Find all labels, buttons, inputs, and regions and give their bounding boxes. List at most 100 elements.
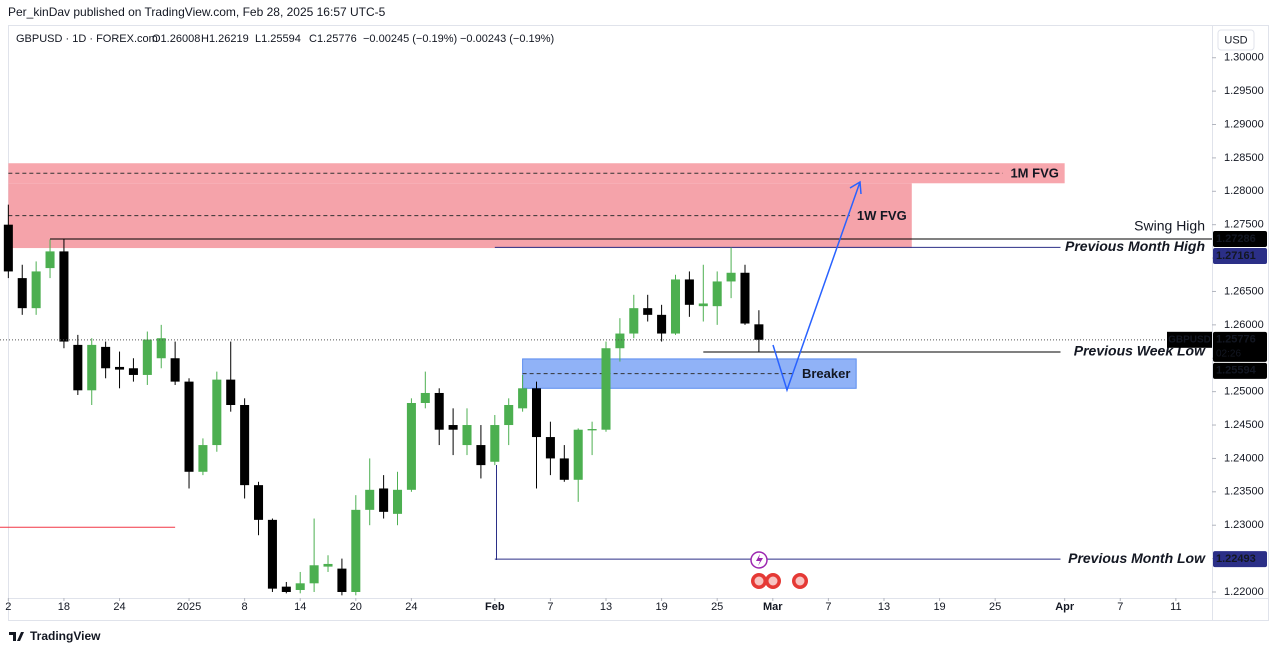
- price-badge: [1213, 230, 1267, 247]
- candle-body: [518, 388, 528, 409]
- candle-body: [740, 272, 750, 324]
- x-tick-label: 14: [294, 601, 306, 613]
- candle-body: [295, 583, 305, 590]
- logo-mark: [9, 632, 24, 641]
- zone: [522, 358, 857, 389]
- price-badge: [1213, 247, 1267, 264]
- candle-body: [712, 281, 722, 307]
- symbol: GBPUSD · 1D · FOREX.com: [16, 33, 158, 45]
- ohlc-value: −0.00243 (−0.19%): [460, 33, 554, 45]
- candle-body: [504, 404, 514, 426]
- price-badge: [1213, 551, 1267, 568]
- arrow-head: [849, 180, 862, 195]
- countdown: 02:26: [1216, 348, 1241, 359]
- candle-body: [601, 348, 611, 430]
- y-tick-label: 1.23000: [1224, 519, 1264, 531]
- footer: TradingView: [30, 629, 101, 643]
- candle-body: [406, 402, 416, 490]
- candle-body: [73, 344, 83, 391]
- candle-body: [198, 445, 208, 472]
- y-tick-label: 1.24500: [1224, 419, 1264, 431]
- zone-label: Breaker: [802, 366, 850, 381]
- candle-body: [754, 324, 764, 340]
- event-icons: [750, 551, 808, 589]
- candle-body: [420, 392, 430, 403]
- chart-frame: [8, 25, 1269, 621]
- level-label: Previous Month Low: [1068, 550, 1206, 566]
- plot: [0, 163, 1212, 596]
- candle-body: [337, 568, 347, 592]
- x-tick-label: 2025: [177, 601, 201, 613]
- price-badge: [1213, 362, 1267, 379]
- candle-body: [490, 425, 500, 462]
- candle-body: [559, 458, 569, 480]
- zone-label: 1M FVG: [1010, 166, 1058, 181]
- ohlc-value: −0.00245 (−0.19%): [363, 33, 457, 45]
- x-tick-label: 19: [655, 601, 667, 613]
- y-tick-label: 1.22000: [1224, 586, 1264, 598]
- candle-body: [531, 388, 542, 438]
- candle-body: [281, 586, 291, 592]
- y-tick-label: 1.28500: [1224, 152, 1264, 164]
- candle-body: [434, 392, 444, 430]
- symbol-badge-label: GBPUSD: [1168, 334, 1211, 345]
- level-badge-value: 1.27286: [1216, 233, 1256, 245]
- candle-body: [309, 565, 319, 584]
- candle-body: [476, 445, 486, 466]
- x-tick-label: 7: [547, 601, 553, 613]
- candle-body: [657, 314, 667, 334]
- x-tick-label: 25: [989, 601, 1001, 613]
- candle-body: [726, 272, 736, 282]
- y-tick-label: 1.30000: [1224, 52, 1264, 64]
- y-tick-label: 1.26000: [1224, 319, 1264, 331]
- x-tick-label: 19: [933, 601, 945, 613]
- candle-body: [17, 278, 27, 309]
- y-tick-label: 1.27500: [1224, 219, 1264, 231]
- ohlc-value: H1.26219: [201, 33, 249, 45]
- x-tick-label: 20: [350, 601, 362, 613]
- x-tick-label: Feb: [485, 601, 505, 613]
- zone-label: 1W FVG: [857, 208, 907, 223]
- last-badge-value: 1.25776: [1216, 334, 1256, 346]
- x-tick-label: 25: [711, 601, 723, 613]
- currency: USD: [1224, 34, 1247, 46]
- event-flag-center: [768, 576, 778, 586]
- x-tick-label: 24: [113, 601, 125, 613]
- candle-body: [59, 251, 69, 342]
- candle-body: [392, 489, 403, 514]
- candle-body: [115, 366, 125, 370]
- event-icon-bolt: [756, 554, 763, 566]
- y-tick-label: 1.28000: [1224, 185, 1264, 197]
- logo: TradingView: [9, 629, 101, 643]
- x-tick-label: 8: [242, 601, 248, 613]
- level-label: Swing High: [1134, 218, 1205, 234]
- currency-box[interactable]: [1217, 29, 1255, 51]
- candle-body: [170, 358, 180, 382]
- candle-body: [267, 519, 277, 589]
- y-tick-label: 1.26500: [1224, 285, 1264, 297]
- x-tick-label: 2: [5, 601, 11, 613]
- y-tick-label: 1.29000: [1224, 118, 1264, 130]
- arrow-path: [772, 181, 861, 393]
- candle-body: [698, 303, 708, 307]
- x-tick-label: 13: [600, 601, 612, 613]
- x-tick-label: 11: [1170, 601, 1181, 613]
- candle-body: [462, 425, 472, 446]
- x-tick-label: 7: [825, 601, 831, 613]
- candle-body: [379, 488, 389, 512]
- candle-body: [573, 429, 583, 480]
- candle-body: [156, 338, 166, 359]
- level-label: Previous Month High: [1065, 238, 1205, 254]
- candle-body: [545, 437, 555, 459]
- event-flag-center: [795, 576, 805, 586]
- candle-body: [615, 333, 625, 349]
- level-badge-value: 1.22493: [1216, 553, 1256, 565]
- candle-body: [587, 429, 597, 431]
- ohlc-value: C1.25776: [309, 33, 357, 45]
- candle-body: [365, 489, 375, 510]
- candle-body: [184, 381, 194, 472]
- candle-body: [128, 368, 138, 375]
- candle-body: [101, 346, 111, 369]
- candle-body: [31, 271, 41, 309]
